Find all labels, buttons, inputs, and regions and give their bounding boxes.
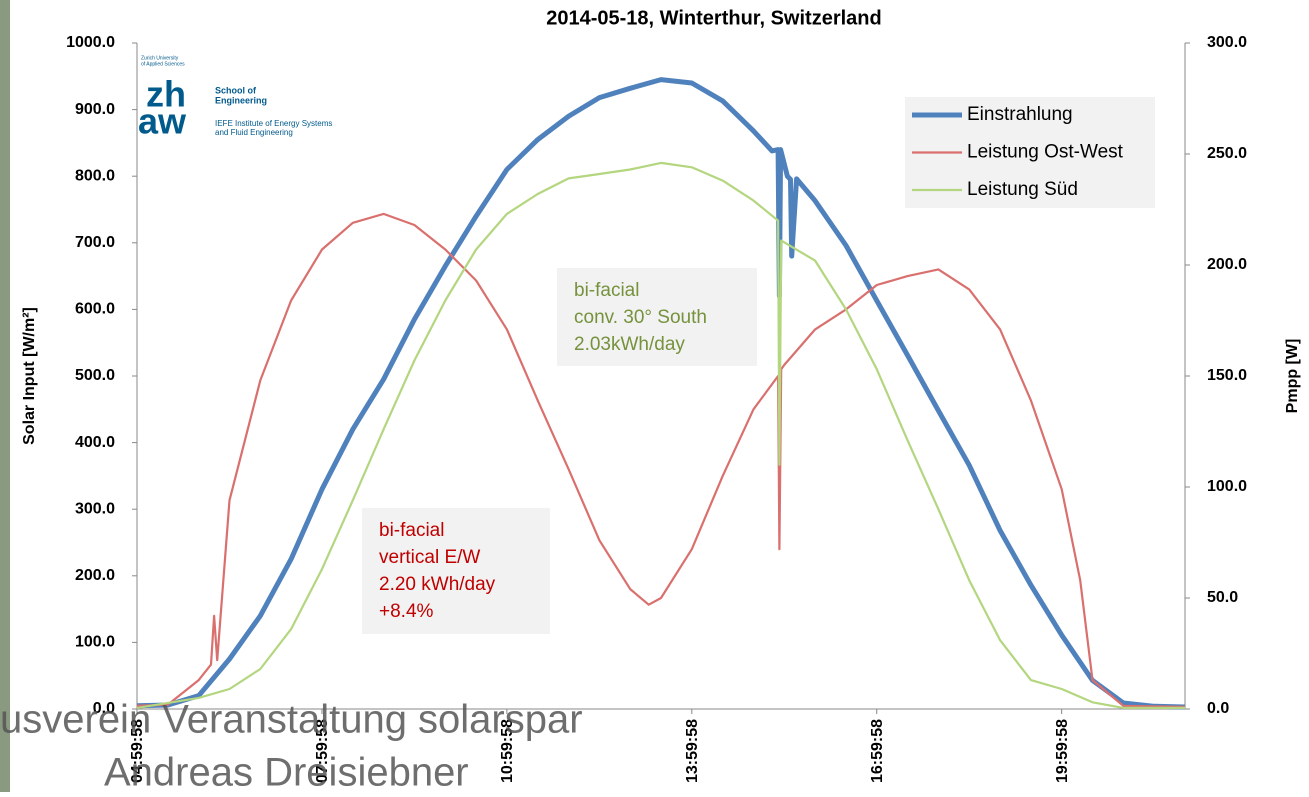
series-line [136,161,1185,709]
x-tick-label: 04:59:58 [129,719,146,783]
y-tick-label: 900.0 [75,101,115,118]
logo-mark: aw [138,101,187,142]
y-tick-label: 0.0 [93,700,115,717]
slide-footer: Andreas Dreisiebner [104,751,469,792]
y-tick-label: 300.0 [75,500,115,517]
y-tick-label: 200.0 [75,567,115,584]
logo-text: IEFE Institute of Energy Systems [215,119,332,128]
y2-tick-label: 0.0 [1207,700,1229,717]
annotation-text: conv. 30° South [574,307,707,328]
y2-tick-label: 200.0 [1207,256,1247,273]
annotation-box [362,508,550,634]
annotation-text: vertical E/W [379,547,480,568]
x-tick-label: 10:59:58 [499,719,516,783]
logo-text: and Fluid Engineering [215,128,293,137]
y-tick-label: 100.0 [75,634,115,651]
y-tick-label: 700.0 [75,234,115,251]
y-tick-label: 1000.0 [66,34,115,51]
x-tick-label: 07:59:58 [314,719,331,783]
series-line [136,77,1186,710]
annotation-box [557,268,757,366]
logo-text: Engineering [215,95,267,105]
x-tick-label: 16:59:58 [869,719,886,783]
y2-tick-label: 50.0 [1207,589,1238,606]
annotation-text: +8.4% [379,601,434,622]
logo: Zurich University of Applied Sciences zh… [138,55,332,141]
annotation-text: bi-facial [379,520,444,541]
y2-axis-label: Pmpp [W] [1284,339,1301,414]
y2-tick-label: 100.0 [1207,478,1247,495]
x-tick-label: 19:59:58 [1054,719,1071,783]
chart-title: 2014-05-18, Winterthur, Switzerland [546,7,881,29]
legend-label: Leistung Ost-West [967,142,1124,163]
annotation-text: 2.20 kWh/day [379,574,496,595]
slide-footer: usverein Veranstaltung solarspar [0,698,583,742]
y-tick-label: 400.0 [75,434,115,451]
logo-text: School of [215,85,257,95]
logo-text: of Applied Sciences [141,61,185,67]
y-tick-label: 500.0 [75,367,115,384]
annotation-text: bi-facial [574,280,639,301]
series-line [136,212,1186,708]
y2-tick-label: 300.0 [1207,34,1247,51]
y-tick-label: 800.0 [75,167,115,184]
logo-text: Zurich University [141,55,179,61]
y-axis-label: Solar Input [W/m²] [21,307,38,445]
photo-strip [0,0,10,792]
legend-label: Leistung Süd [967,179,1078,200]
annotation-text: 2.03kWh/day [574,334,685,355]
x-tick-label: 13:59:58 [684,719,701,783]
y2-tick-label: 150.0 [1207,367,1247,384]
legend-label: Einstrahlung [967,104,1073,125]
y-tick-label: 600.0 [75,301,115,318]
y2-tick-label: 250.0 [1207,145,1247,162]
logo-mark: zh [146,74,186,115]
